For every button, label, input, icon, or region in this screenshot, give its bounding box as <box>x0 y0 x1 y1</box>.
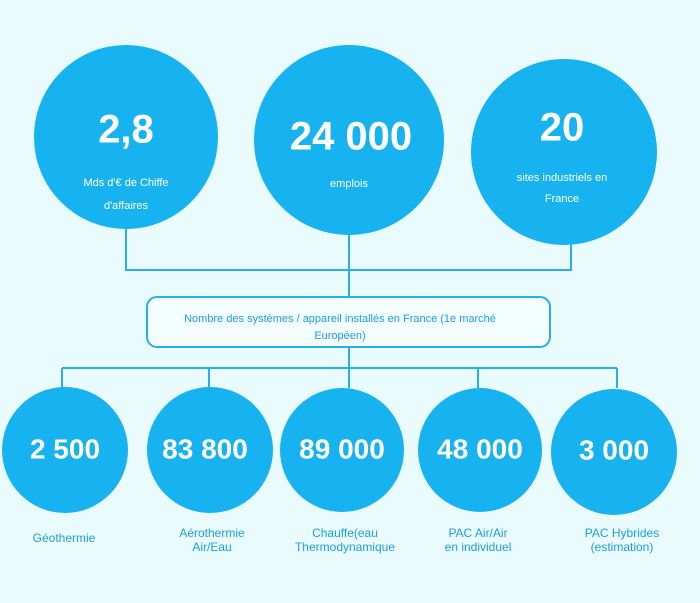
bottom-caption: PAC Air/Air <box>448 526 507 540</box>
bottom-circle <box>551 389 677 515</box>
top-caption: d'affaires <box>104 200 149 212</box>
bottom-value: 89 000 <box>299 433 385 464</box>
bottom-circle <box>418 388 542 512</box>
top-caption: Mds d'€ de Chiffe <box>83 177 168 189</box>
bottom-circle <box>280 388 404 512</box>
top-value: 20 <box>540 106 585 150</box>
center-box <box>146 296 551 348</box>
connector-lines <box>61 225 618 388</box>
top-circle <box>471 59 657 245</box>
top-value: 2,8 <box>98 108 154 152</box>
bottom-caption: Thermodynamique <box>295 540 395 554</box>
bottom-caption: (estimation) <box>591 540 654 554</box>
center-box-text: Européen) <box>314 330 365 342</box>
bottom-value: 2 500 <box>30 433 100 464</box>
top-circle <box>34 45 218 229</box>
bottom-value: 83 800 <box>162 433 248 464</box>
bottom-caption: Air/Eau <box>192 540 231 554</box>
bottom-value: 3 000 <box>579 434 649 465</box>
top-caption: sites industriels en <box>517 172 608 184</box>
bottom-circle <box>2 387 128 513</box>
bottom-caption: en individuel <box>445 540 512 554</box>
top-circle <box>254 45 444 235</box>
top-caption: emplois <box>330 178 368 190</box>
bottom-caption: PAC Hybrides <box>585 526 659 540</box>
top-value: 24 000 <box>290 115 412 159</box>
bottom-circle <box>147 387 273 513</box>
bottom-caption: Chauffe(eau <box>312 526 378 540</box>
bottom-value: 48 000 <box>437 433 523 464</box>
connectors <box>61 225 618 388</box>
center-box-text: Nombre des systèmes / appareil installés… <box>184 313 496 325</box>
top-caption: France <box>545 193 579 205</box>
bottom-caption: Aérothermie <box>179 526 245 540</box>
bottom-caption: Géothermie <box>33 531 96 545</box>
